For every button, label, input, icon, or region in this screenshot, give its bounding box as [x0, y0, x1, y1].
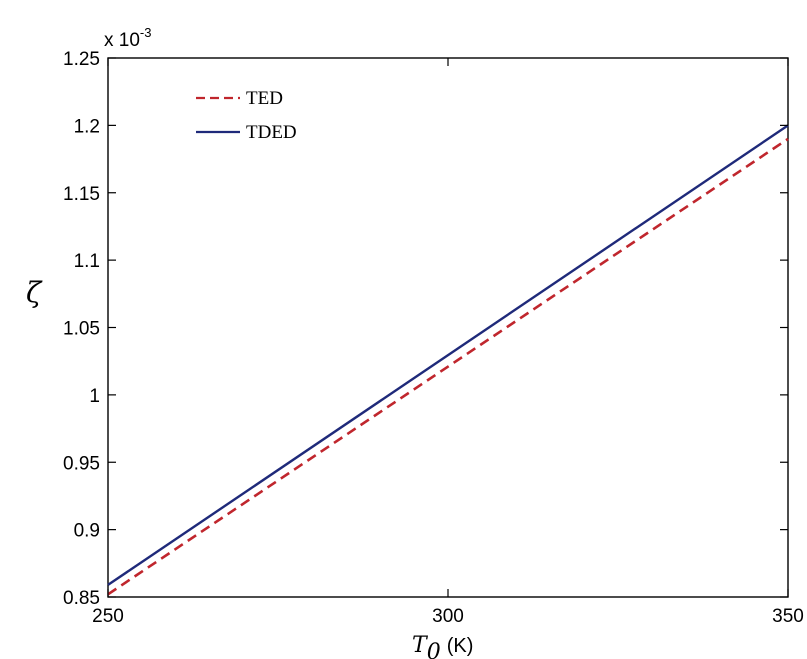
- x-axis-label: T0 (K): [412, 633, 473, 659]
- series-line-tded: [107, 124, 789, 586]
- x-tick-label: 350: [772, 606, 804, 627]
- y-tick-label: 1.05: [63, 319, 100, 340]
- y-tick-label: 0.9: [74, 521, 100, 542]
- y-tick-label: 0.95: [63, 453, 100, 474]
- axis-ticks: 0.85 0.9 0.95 1 1.05 1.1 1.15 1.2 1.25 250 300 350: [63, 49, 804, 627]
- y-tick-label: 1.2: [74, 116, 100, 137]
- plot-area: [107, 57, 789, 598]
- y-tick-label: 1.1: [74, 251, 100, 272]
- y-tick-label: 0.85: [63, 588, 100, 609]
- x-tick-label: 250: [92, 606, 124, 627]
- y-exponent-label: x 10-3: [104, 25, 151, 51]
- legend-label-tded: TDED: [246, 122, 297, 143]
- y-tick-label: 1.25: [63, 49, 100, 70]
- legend: TED TDED: [196, 88, 297, 143]
- x-tick-label: 300: [432, 606, 464, 627]
- y-axis-label: ζ: [26, 276, 43, 309]
- y-tick-label: 1.15: [63, 184, 100, 205]
- series-line-ted: [107, 137, 789, 596]
- legend-label-ted: TED: [246, 88, 283, 109]
- y-tick-label: 1: [89, 386, 100, 407]
